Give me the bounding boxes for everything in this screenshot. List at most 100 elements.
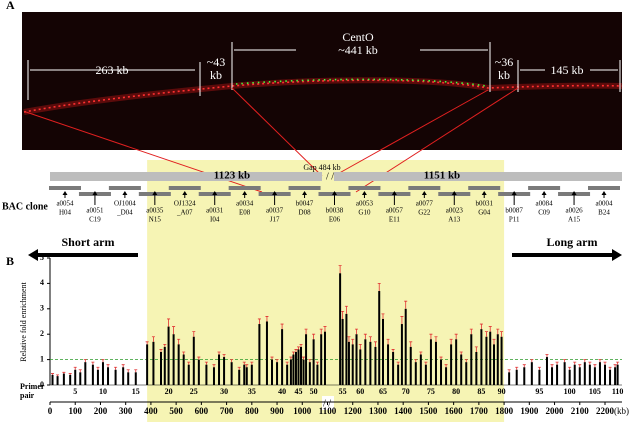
bar: [197, 359, 200, 385]
error-bar: [73, 366, 77, 370]
segment-label: ~43: [207, 55, 226, 69]
error-bar: [434, 336, 438, 342]
segment-label: kb: [210, 68, 222, 82]
bac-name: b0038: [326, 207, 344, 215]
y-tick-label: 0: [40, 380, 44, 389]
segment-label: CentO: [342, 30, 374, 44]
bac-arrow: [302, 191, 308, 198]
bac-name: a0053: [356, 200, 374, 208]
bac-name: a0054: [56, 200, 74, 208]
y-axis-label: Relative fold enrichment: [19, 281, 28, 361]
segment-label: kb: [498, 68, 510, 82]
bac-arrow: [212, 191, 218, 205]
error-bar: [338, 265, 342, 274]
error-bar: [573, 361, 577, 365]
bar: [409, 346, 412, 385]
bar: [339, 273, 342, 385]
y-tick-label: 5: [40, 253, 44, 262]
bar: [302, 359, 305, 385]
y-tick-label: 1: [40, 354, 44, 363]
bac-name: E08: [239, 209, 251, 217]
error-bar: [522, 364, 526, 368]
bac-bar: [528, 186, 561, 190]
error-bar: [134, 369, 138, 373]
bac-arrow: [361, 191, 367, 198]
error-bar: [187, 361, 191, 365]
bac-arrow: [481, 191, 487, 198]
error-bar: [616, 361, 620, 365]
error-bar: [341, 310, 345, 319]
bac-bar: [108, 186, 141, 190]
x-tick-label: 1100: [319, 406, 337, 416]
bar: [364, 339, 367, 385]
bar: [134, 372, 137, 385]
error-bar: [459, 351, 463, 355]
bar: [593, 367, 596, 385]
bac-name: a0077: [416, 200, 434, 208]
error-bar: [270, 356, 274, 360]
error-bar: [563, 359, 567, 363]
x-tick-label: 600: [195, 406, 209, 416]
bac-name: b0031: [475, 200, 493, 208]
bar: [392, 351, 395, 385]
bar: [238, 369, 241, 385]
bac-arrow: [152, 191, 158, 205]
panel-label: B: [6, 254, 14, 268]
bac-name: E06: [329, 216, 341, 224]
bar: [62, 373, 65, 385]
bar: [127, 372, 130, 385]
bar: [578, 367, 581, 385]
bar: [551, 367, 554, 385]
bar: [397, 364, 400, 385]
bar: [163, 346, 166, 385]
error-bar: [294, 349, 298, 352]
bar: [79, 372, 82, 385]
x-tick-label: 2200: [596, 406, 615, 416]
bac-name: _A07: [176, 209, 193, 217]
bar: [445, 367, 448, 385]
error-bar: [373, 341, 377, 347]
error-bar: [351, 338, 355, 345]
bar: [182, 354, 185, 385]
bar: [530, 362, 533, 385]
bac-name: b0047: [296, 200, 314, 208]
error-bar: [250, 361, 254, 365]
bac-name: a0004: [595, 200, 613, 208]
bac-name: J17: [270, 216, 280, 224]
bar: [347, 341, 350, 385]
primer-tick-label: 90: [498, 387, 506, 396]
bac-name: a0057: [386, 207, 404, 215]
error-bar: [68, 373, 72, 375]
error-bar: [285, 361, 289, 365]
error-bar: [83, 359, 87, 363]
bar: [345, 313, 348, 385]
error-bar: [568, 366, 572, 370]
error-bar: [603, 361, 607, 365]
arm-label: Short arm: [62, 235, 115, 249]
error-bar: [217, 351, 221, 355]
bar: [312, 339, 315, 385]
primer-tick-label: 105: [589, 387, 601, 396]
bac-label: BAC clone: [2, 201, 48, 212]
error-bar: [62, 371, 66, 374]
bac-arrow: [421, 191, 427, 198]
error-bar: [265, 316, 269, 322]
bar: [614, 367, 617, 385]
error-bar: [197, 356, 201, 360]
error-bar: [588, 361, 592, 365]
bar: [414, 362, 417, 385]
error-bar: [454, 333, 458, 340]
bar: [341, 318, 344, 385]
error-bar: [464, 359, 468, 363]
bac-name: C19: [89, 216, 101, 224]
bar: [281, 329, 284, 385]
bar: [404, 308, 407, 385]
x-tick-label: 500: [169, 406, 183, 416]
arm-arrows: [28, 249, 622, 261]
bar: [568, 369, 571, 385]
error-bar: [106, 364, 110, 368]
primer-tick-label: 85: [477, 387, 485, 396]
x-tick-label: 0: [48, 406, 53, 416]
error-bar: [237, 366, 241, 370]
x-tick-label: 1900: [520, 406, 539, 416]
